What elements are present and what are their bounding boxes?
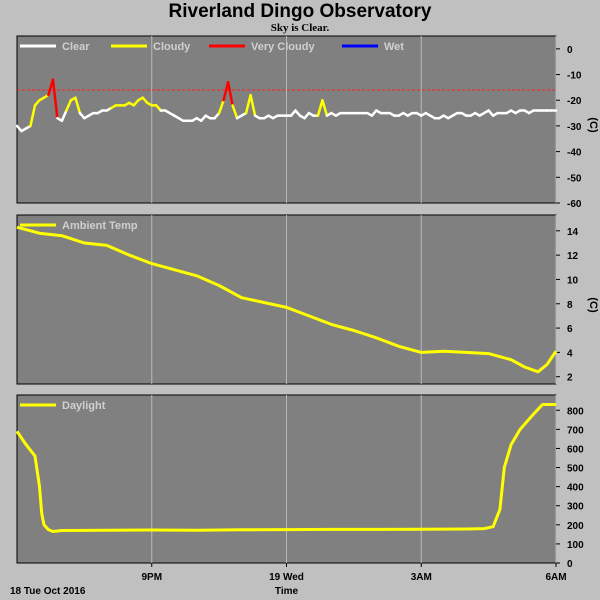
ytick-label-sky-6: -60 xyxy=(567,199,582,210)
ylabel-sky: (C) xyxy=(587,117,599,133)
ytick-label-daylight-8: 800 xyxy=(567,406,584,417)
ytick-label-daylight-4: 400 xyxy=(567,483,584,494)
series-segment-sky-68 xyxy=(321,98,329,117)
ytick-label-ambient-0: 2 xyxy=(567,373,573,384)
ytick-label-daylight-6: 600 xyxy=(567,444,584,455)
ytick-label-sky-1: -10 xyxy=(567,71,582,82)
ytick-label-daylight-3: 300 xyxy=(567,502,584,513)
ytick-label-daylight-1: 100 xyxy=(567,540,584,551)
x-axis-label: Time xyxy=(275,586,299,597)
ytick-label-ambient-2: 6 xyxy=(567,324,573,335)
xtick-label-1: 19 Wed xyxy=(269,572,304,583)
ytick-label-sky-3: -30 xyxy=(567,122,582,133)
series-segment-sky-47 xyxy=(226,80,234,107)
ytick-label-sky-0: 0 xyxy=(567,45,573,56)
ytick-label-sky-5: -50 xyxy=(567,173,582,184)
ytick-label-daylight-5: 500 xyxy=(567,464,584,475)
series-segment-sky-8 xyxy=(51,78,59,120)
series-segment-sky-67 xyxy=(316,98,324,117)
x-start-label: 18 Tue Oct 2016 xyxy=(10,586,86,597)
series-line-ambient xyxy=(16,225,558,374)
legend-label-sky-1: Cloudy xyxy=(153,41,191,53)
ytick-label-daylight-2: 200 xyxy=(567,521,584,532)
ytick-label-ambient-4: 10 xyxy=(567,275,579,286)
legend-label-sky-2: Very Cloudy xyxy=(251,41,315,53)
xtick-label-2: 3AM xyxy=(411,572,432,583)
ytick-label-sky-4: -40 xyxy=(567,148,582,159)
series-segment-sky-45 xyxy=(217,98,225,115)
legend-label-sky-3: Wet xyxy=(384,41,404,53)
ytick-label-sky-2: -20 xyxy=(567,96,582,107)
series-segment-sky-46 xyxy=(222,80,230,102)
chart-title: Riverland Dingo Observatory xyxy=(168,1,432,22)
ytick-label-daylight-0: 0 xyxy=(567,559,573,570)
legend-label-daylight-0: Daylight xyxy=(62,400,106,412)
series-segment-sky-10 xyxy=(60,109,68,123)
chart-subtitle: Sky is Clear. xyxy=(270,22,330,34)
series-line-daylight xyxy=(15,403,556,533)
series-segment-sky-52 xyxy=(249,93,257,117)
ytick-label-ambient-3: 8 xyxy=(567,300,573,311)
series-segment-sky-51 xyxy=(244,93,252,115)
legend-label-ambient-0: Ambient Temp xyxy=(62,220,138,232)
ytick-label-ambient-1: 4 xyxy=(567,348,573,359)
xtick-label-3: 6AM xyxy=(545,572,566,583)
series-segment-sky-3 xyxy=(29,104,37,128)
series-segment-sky-11 xyxy=(65,98,73,112)
series-segment-sky-48 xyxy=(231,104,239,120)
ytick-label-ambient-5: 12 xyxy=(567,251,579,262)
series-segment-sky-13 xyxy=(74,96,82,115)
ytick-label-daylight-7: 700 xyxy=(567,425,584,436)
ylabel-ambient: (C) xyxy=(587,297,599,313)
xtick-label-0: 9PM xyxy=(141,572,162,583)
legend-label-sky-0: Clear xyxy=(62,41,90,53)
ytick-label-ambient-6: 14 xyxy=(567,227,579,238)
